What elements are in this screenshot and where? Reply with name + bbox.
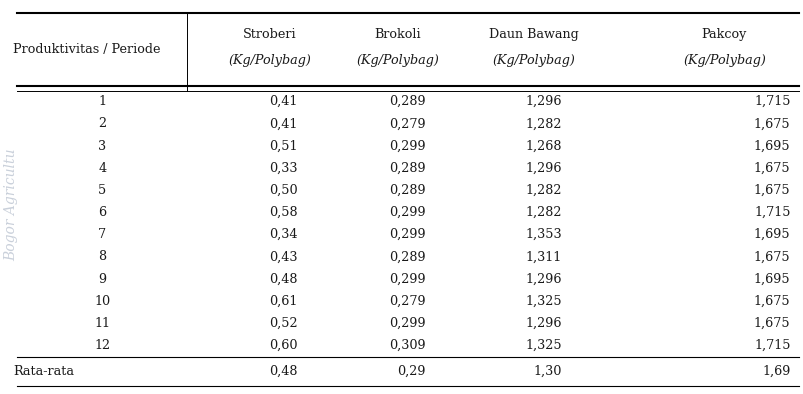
Text: Rata-rata: Rata-rata (14, 365, 75, 378)
Text: 0,52: 0,52 (269, 317, 297, 330)
Text: Produktivitas / Periode: Produktivitas / Periode (14, 43, 161, 56)
Text: 0,41: 0,41 (269, 95, 297, 108)
Text: 0,299: 0,299 (389, 139, 426, 152)
Text: 0,60: 0,60 (269, 339, 297, 352)
Text: 1,282: 1,282 (525, 117, 561, 130)
Text: 0,289: 0,289 (389, 250, 426, 263)
Text: 8: 8 (98, 250, 106, 263)
Text: 0,61: 0,61 (269, 295, 297, 308)
Text: 1,675: 1,675 (753, 162, 789, 175)
Text: 1,675: 1,675 (753, 250, 789, 263)
Text: (Kg/Polybag): (Kg/Polybag) (683, 54, 765, 67)
Text: 0,50: 0,50 (269, 184, 297, 197)
Text: 10: 10 (94, 295, 110, 308)
Text: 1,675: 1,675 (753, 317, 789, 330)
Text: 0,289: 0,289 (389, 184, 426, 197)
Text: 1,675: 1,675 (753, 184, 789, 197)
Text: 1,282: 1,282 (525, 184, 561, 197)
Text: Stroberi: Stroberi (243, 28, 296, 41)
Text: Bogor Agricultu: Bogor Agricultu (4, 149, 18, 261)
Text: (Kg/Polybag): (Kg/Polybag) (356, 54, 439, 67)
Text: 0,58: 0,58 (269, 206, 297, 219)
Text: 1,675: 1,675 (753, 117, 789, 130)
Text: 0,299: 0,299 (389, 273, 426, 286)
Text: 1,69: 1,69 (761, 365, 789, 378)
Text: 0,48: 0,48 (269, 273, 297, 286)
Text: 1,282: 1,282 (525, 206, 561, 219)
Text: 0,43: 0,43 (269, 250, 297, 263)
Text: 0,299: 0,299 (389, 206, 426, 219)
Text: 1,675: 1,675 (753, 295, 789, 308)
Text: 0,289: 0,289 (389, 95, 426, 108)
Text: Brokoli: Brokoli (374, 28, 421, 41)
Text: 0,279: 0,279 (389, 117, 426, 130)
Text: 0,309: 0,309 (389, 339, 426, 352)
Text: 11: 11 (94, 317, 110, 330)
Text: 1,695: 1,695 (753, 228, 789, 241)
Text: 0,34: 0,34 (269, 228, 297, 241)
Text: (Kg/Polybag): (Kg/Polybag) (492, 54, 575, 67)
Text: 0,289: 0,289 (389, 162, 426, 175)
Text: 0,48: 0,48 (269, 365, 297, 378)
Text: 7: 7 (98, 228, 106, 241)
Text: 1,296: 1,296 (525, 162, 561, 175)
Text: 0,51: 0,51 (269, 139, 297, 152)
Text: 12: 12 (94, 339, 110, 352)
Text: 6: 6 (98, 206, 106, 219)
Text: 1,353: 1,353 (525, 228, 561, 241)
Text: 3: 3 (98, 139, 106, 152)
Text: 1,695: 1,695 (753, 273, 789, 286)
Text: 1,268: 1,268 (525, 139, 561, 152)
Text: 0,299: 0,299 (389, 317, 426, 330)
Text: 1: 1 (98, 95, 106, 108)
Text: 0,29: 0,29 (397, 365, 426, 378)
Text: 1,296: 1,296 (525, 95, 561, 108)
Text: Daun Bawang: Daun Bawang (489, 28, 578, 41)
Text: 1,325: 1,325 (525, 295, 561, 308)
Text: 0,41: 0,41 (269, 117, 297, 130)
Text: (Kg/Polybag): (Kg/Polybag) (228, 54, 311, 67)
Text: 1,30: 1,30 (533, 365, 561, 378)
Text: 1,715: 1,715 (753, 95, 789, 108)
Text: 0,279: 0,279 (389, 295, 426, 308)
Text: 1,296: 1,296 (525, 317, 561, 330)
Text: 1,296: 1,296 (525, 273, 561, 286)
Text: 1,715: 1,715 (753, 206, 789, 219)
Text: 0,299: 0,299 (389, 228, 426, 241)
Text: 1,311: 1,311 (525, 250, 561, 263)
Text: 2: 2 (98, 117, 106, 130)
Text: 5: 5 (98, 184, 106, 197)
Text: 1,325: 1,325 (525, 339, 561, 352)
Text: Pakcoy: Pakcoy (701, 28, 746, 41)
Text: 9: 9 (98, 273, 106, 286)
Text: 0,33: 0,33 (269, 162, 297, 175)
Text: 4: 4 (98, 162, 106, 175)
Text: 1,695: 1,695 (753, 139, 789, 152)
Text: 1,715: 1,715 (753, 339, 789, 352)
